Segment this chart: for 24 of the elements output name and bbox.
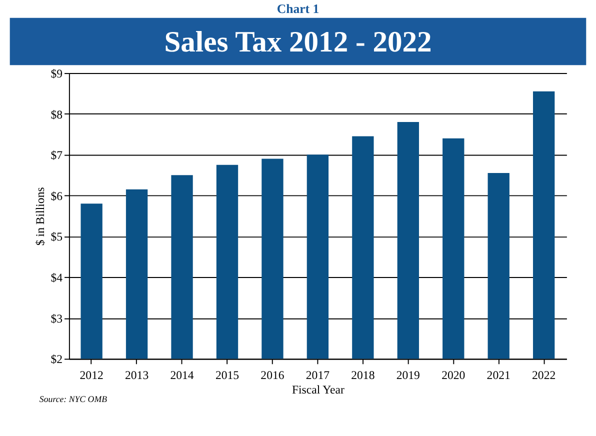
x-tick-label: 2013 (124, 368, 149, 382)
chart-title: Sales Tax 2012 - 2022 (164, 26, 432, 58)
y-tick-label: $6 (50, 188, 63, 203)
caption: Chart 1 (276, 2, 320, 16)
x-tick-label: 2014 (170, 368, 194, 382)
x-tick-label: 2015 (215, 368, 240, 382)
y-tick-label: $2 (50, 352, 63, 366)
y-tick-label: $9 (50, 66, 63, 80)
x-tick-label: 2018 (351, 368, 375, 382)
y-axis-title: $ in Billions (32, 186, 47, 246)
x-tick-label: 2022 (532, 368, 556, 382)
y-tick-label: $3 (50, 311, 63, 326)
source-note: Source: NYC OMB (39, 394, 108, 404)
y-tick-label: $8 (50, 107, 63, 122)
x-tick-label: 2017 (306, 368, 330, 382)
y-tick-label: $4 (50, 270, 63, 285)
x-tick-label: 2016 (260, 368, 284, 382)
y-tick-label: $5 (50, 230, 63, 244)
x-tick-label: 2020 (442, 368, 466, 382)
x-tick-label: 2021 (486, 368, 511, 382)
x-axis-title: Fiscal Year (292, 382, 345, 397)
x-tick-label: 2019 (396, 368, 420, 382)
y-tick-label: $7 (50, 148, 63, 162)
x-tick-label: 2012 (80, 368, 104, 382)
